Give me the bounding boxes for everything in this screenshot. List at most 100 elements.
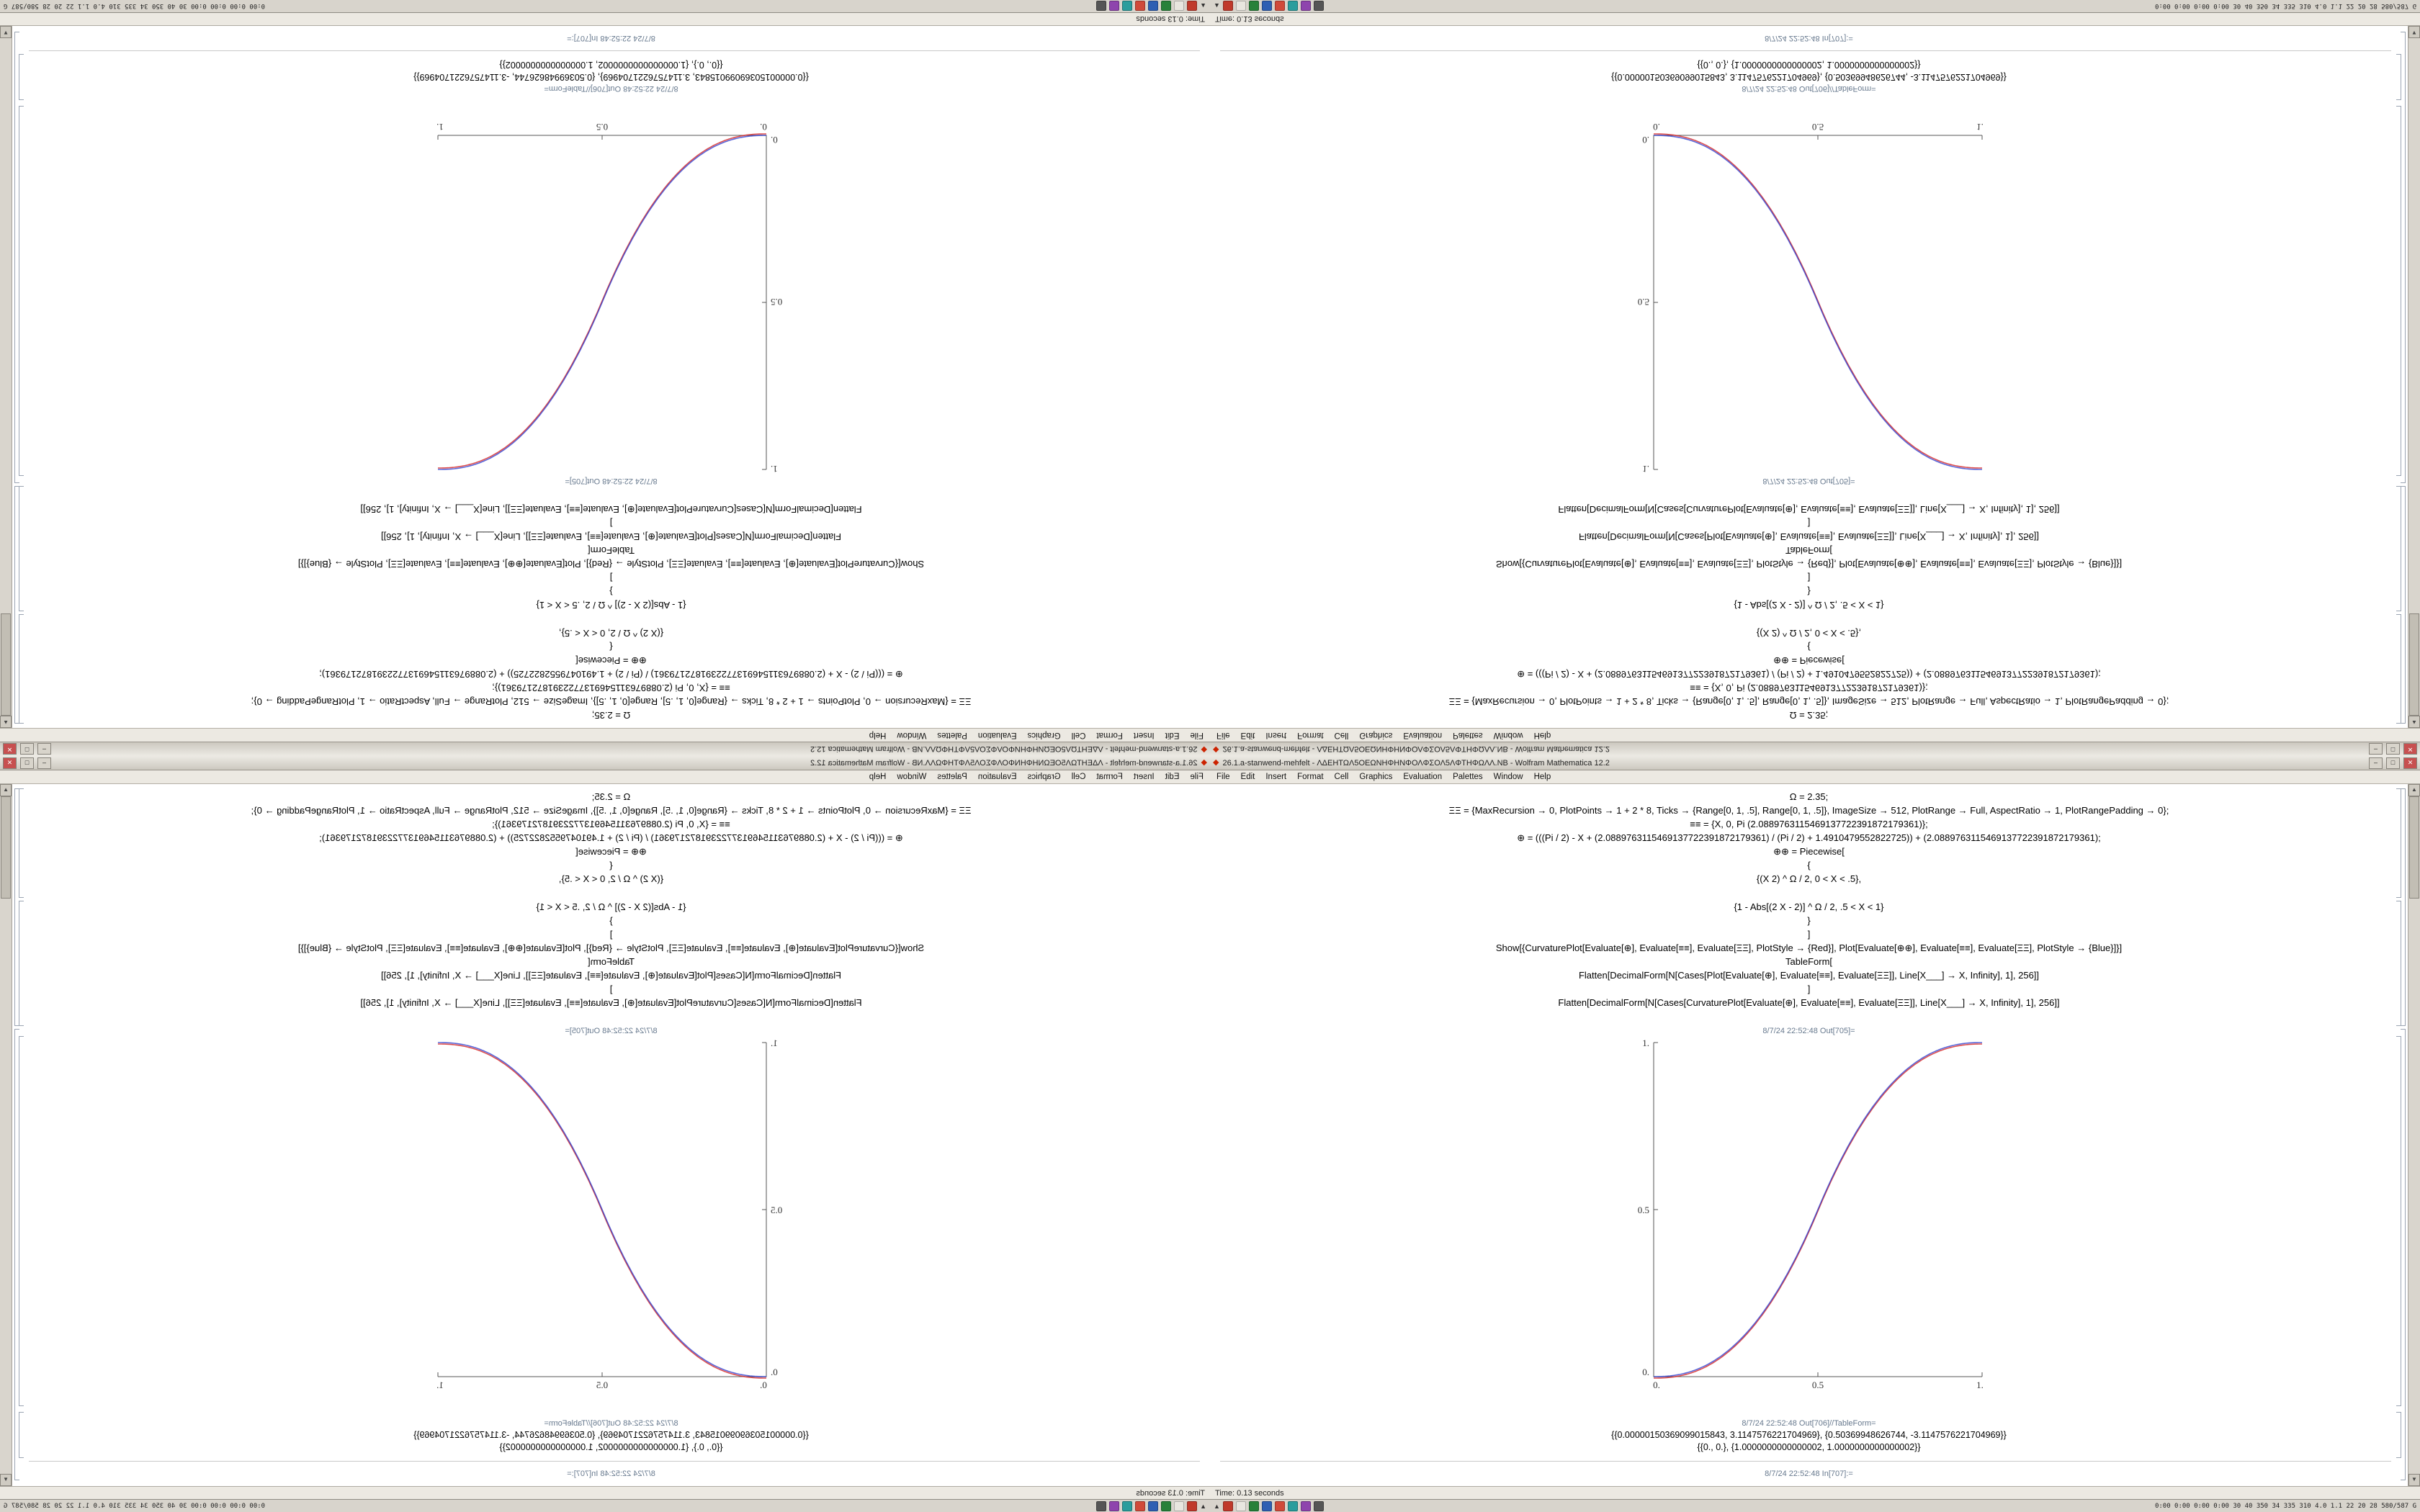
cell-insertion-bar[interactable]	[1220, 50, 2391, 51]
minimize-button[interactable]: –	[37, 743, 51, 755]
code-line[interactable]: {1 - Abs[(2 X - 2)] ^ Ω / 2, .5 < X < 1}	[1734, 901, 1884, 912]
cell-insertion-bar[interactable]	[29, 1461, 1200, 1462]
taskbar-app-icon[interactable]	[1313, 1, 1324, 12]
menu-item-insert[interactable]: Insert	[1265, 773, 1287, 781]
code-line[interactable]: TableForm[	[587, 956, 635, 967]
cell-bracket-input[interactable]	[19, 901, 24, 1026]
scrollbar-up-button[interactable]: ▲	[0, 716, 12, 728]
cell-bracket-results[interactable]	[19, 54, 24, 100]
show-desktop-button[interactable]: ▲	[1200, 1502, 1206, 1510]
menu-item-insert[interactable]: Insert	[1133, 731, 1155, 739]
code-line[interactable]: ⊕ = (((Pi / 2) - X + (2.0889763115469137…	[1517, 832, 2101, 843]
menu-item-help[interactable]: Help	[1533, 773, 1551, 781]
scrollbar-thumb[interactable]	[1, 796, 11, 899]
taskbar-app-icon[interactable]	[1161, 1, 1172, 12]
code-line[interactable]: {	[609, 642, 613, 652]
scrollbar-down-button[interactable]: ▼	[0, 26, 12, 38]
menu-item-help[interactable]: Help	[1533, 731, 1551, 739]
menu-item-insert[interactable]: Insert	[1133, 773, 1155, 781]
menu-item-evaluation[interactable]: Evaluation	[977, 773, 1017, 781]
cell-bracket-results[interactable]	[2396, 54, 2401, 100]
maximize-button[interactable]: □	[20, 743, 34, 755]
code-line[interactable]: {	[1807, 642, 1811, 652]
window-titlebar[interactable]: ◆ 26.1.a-stanwend-mehfelt - ΛΔΕΗΤΩΛ5ΟΕΩΝ…	[0, 756, 1210, 770]
cell-bracket-input[interactable]	[19, 614, 24, 724]
taskbar-app-icon[interactable]	[1096, 1500, 1107, 1511]
menu-item-graphics[interactable]: Graphics	[1027, 773, 1061, 781]
code-line[interactable]: ΞΞ = {MaxRecursion → 0, PlotPoints → 1 +…	[251, 805, 972, 816]
code-line[interactable]: Flatten[DecimalForm[N[Cases[CurvaturePlo…	[360, 997, 862, 1008]
close-button[interactable]: ✕	[2403, 743, 2417, 755]
code-line[interactable]: }	[609, 915, 613, 926]
menu-item-format[interactable]: Format	[1297, 773, 1324, 781]
menu-item-palettes[interactable]: Palettes	[937, 731, 967, 739]
code-line[interactable]: Ω = 2.35;	[1789, 710, 1829, 721]
scrollbar-down-button[interactable]: ▼	[2408, 26, 2420, 38]
code-line[interactable]: ⊕⊕ = Piecewise[	[575, 846, 647, 857]
menu-item-palettes[interactable]: Palettes	[937, 773, 967, 781]
menu-item-cell[interactable]: Cell	[1334, 773, 1349, 781]
taskbar-app-icon[interactable]	[1122, 1500, 1133, 1511]
code-line[interactable]: ]	[1807, 572, 1811, 583]
cell-bracket-plot[interactable]	[19, 106, 24, 476]
code-line[interactable]: Flatten[DecimalForm[N[Cases[Plot[Evaluat…	[1578, 970, 2040, 981]
menu-item-evaluation[interactable]: Evaluation	[1403, 773, 1443, 781]
code-line[interactable]: }	[1807, 915, 1811, 926]
scrollbar-down-button[interactable]: ▼	[2408, 1474, 2420, 1486]
window-titlebar[interactable]: ◆ 26.1.a-stanwend-mehfelt - ΛΔΕΗΤΩΛ5ΟΕΩΝ…	[1210, 742, 2420, 756]
menu-item-edit[interactable]: Edit	[1240, 731, 1255, 739]
code-line[interactable]: ]	[609, 518, 613, 528]
vertical-scrollbar[interactable]: ▲ ▼	[2408, 784, 2420, 1486]
scrollbar-thumb[interactable]	[2409, 796, 2419, 899]
code-line[interactable]: TableForm[	[1785, 956, 1833, 967]
vertical-scrollbar[interactable]: ▲ ▼	[0, 784, 12, 1486]
code-line[interactable]: {(X 2) ^ Ω / 2, 0 < X < .5},	[558, 873, 664, 884]
menu-item-format[interactable]: Format	[1096, 731, 1123, 739]
code-line[interactable]: ⊕⊕ = Piecewise[	[575, 655, 647, 666]
close-button[interactable]: ✕	[3, 757, 17, 769]
code-line[interactable]: Show[{CurvaturePlot[Evaluate[⊕], Evaluat…	[297, 942, 925, 953]
code-line[interactable]: Show[{CurvaturePlot[Evaluate[⊕], Evaluat…	[1495, 942, 2123, 953]
cell-insertion-bar[interactable]	[29, 50, 1200, 51]
menu-item-palettes[interactable]: Palettes	[1453, 773, 1483, 781]
cell-bracket-input[interactable]	[2396, 614, 2401, 724]
taskbar-app-icon[interactable]	[1261, 1500, 1272, 1511]
code-line[interactable]: ⊕⊕ = Piecewise[	[1773, 655, 1845, 666]
code-line[interactable]: ⊕ = (((Pi / 2) - X + (2.0889763115469137…	[319, 669, 903, 680]
code-line[interactable]: ]	[1807, 929, 1811, 940]
code-line[interactable]: ]	[609, 929, 613, 940]
code-line[interactable]: }	[609, 586, 613, 597]
code-line[interactable]: Show[{CurvaturePlot[Evaluate[⊕], Evaluat…	[1495, 559, 2123, 570]
code-line[interactable]: Flatten[DecimalForm[N[Cases[CurvaturePlo…	[1558, 504, 2060, 515]
code-line[interactable]: Flatten[DecimalForm[N[Cases[CurvaturePlo…	[1558, 997, 2060, 1008]
taskbar-app-icon[interactable]	[1109, 1, 1120, 12]
minimize-button[interactable]: –	[37, 757, 51, 769]
code-line[interactable]: ≡≡ = {X, 0, Pi (2.0889763115469137722391…	[492, 819, 730, 829]
code-line[interactable]: {1 - Abs[(2 X - 2)] ^ Ω / 2, .5 < X < 1}	[1734, 600, 1884, 611]
code-line[interactable]: Flatten[DecimalForm[N[Cases[Plot[Evaluat…	[1578, 531, 2040, 542]
maximize-button[interactable]: □	[2386, 743, 2400, 755]
menu-item-cell[interactable]: Cell	[1334, 731, 1349, 739]
close-button[interactable]: ✕	[2403, 757, 2417, 769]
taskbar-app-icon[interactable]	[1148, 1, 1159, 12]
show-desktop-button[interactable]: ▲	[1214, 2, 1220, 10]
taskbar-app-icon[interactable]	[1248, 1, 1259, 12]
menu-item-cell[interactable]: Cell	[1071, 773, 1086, 781]
code-line[interactable]: {1 - Abs[(2 X - 2)] ^ Ω / 2, .5 < X < 1}	[536, 600, 686, 611]
code-line[interactable]: {	[1807, 860, 1811, 870]
taskbar-app-icon[interactable]	[1261, 1, 1272, 12]
taskbar-app-icon[interactable]	[1287, 1, 1298, 12]
taskbar-app-icon[interactable]	[1122, 1, 1133, 12]
code-line[interactable]: TableForm[	[587, 545, 635, 556]
menu-item-edit[interactable]: Edit	[1240, 773, 1255, 781]
scrollbar-down-button[interactable]: ▼	[0, 1474, 12, 1486]
code-line[interactable]: Flatten[DecimalForm[N[Cases[Plot[Evaluat…	[380, 531, 842, 542]
code-line[interactable]: {(X 2) ^ Ω / 2, 0 < X < .5},	[1756, 873, 1862, 884]
cell-bracket-plot[interactable]	[19, 1036, 24, 1406]
menu-item-format[interactable]: Format	[1096, 773, 1123, 781]
menu-item-window[interactable]: Window	[1493, 731, 1523, 739]
scrollbar-up-button[interactable]: ▲	[2408, 716, 2420, 728]
cell-bracket-input-group[interactable]	[2401, 788, 2406, 1026]
menu-item-window[interactable]: Window	[1493, 773, 1523, 781]
taskbar-app-icon[interactable]	[1300, 1, 1311, 12]
